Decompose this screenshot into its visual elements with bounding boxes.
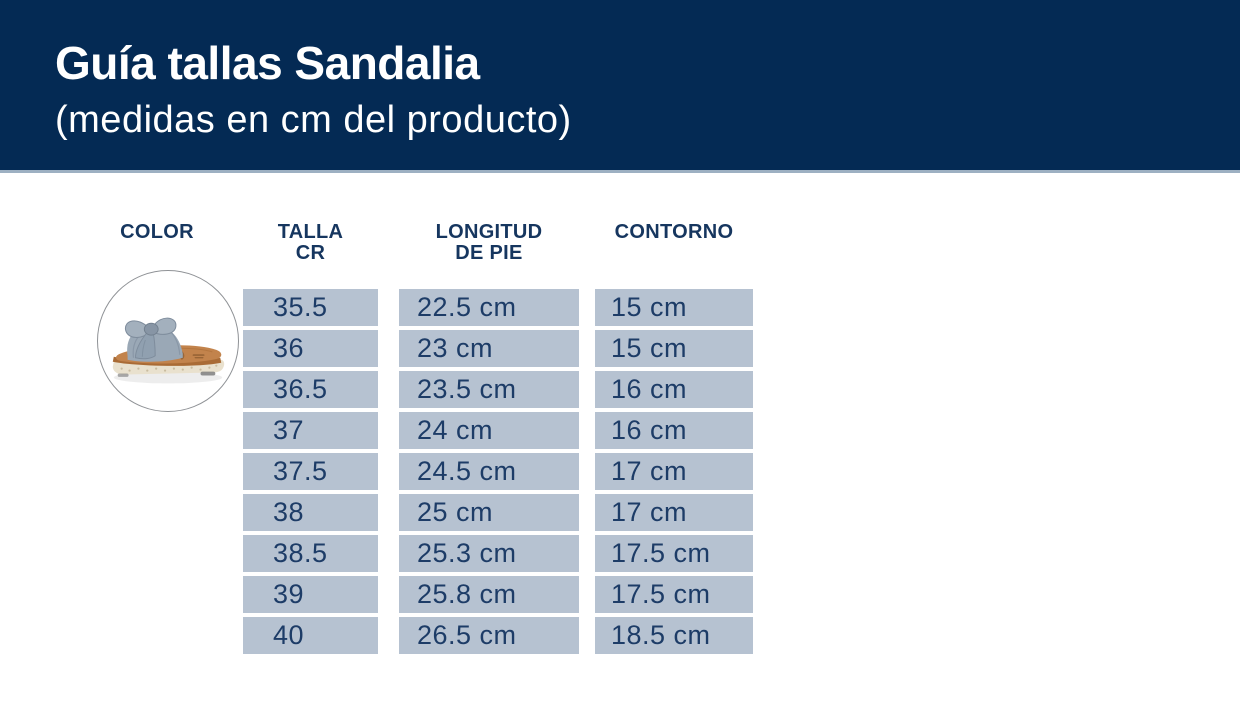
page-subtitle: (medidas en cm del producto): [55, 99, 572, 141]
column-header-longitud-line2: DE PIE: [455, 242, 523, 264]
table-cell-talla: 37: [243, 412, 378, 449]
column-header-talla: TALLA CR: [243, 222, 378, 264]
table-cell-talla: 38: [243, 494, 378, 531]
table-column-contorno: 15 cm 15 cm 16 cm 16 cm 17 cm 17 cm 17.5…: [595, 289, 753, 658]
table-cell-longitud: 23.5 cm: [399, 371, 579, 408]
column-header-contorno: CONTORNO: [595, 222, 753, 243]
table-cell-talla: 37.5: [243, 453, 378, 490]
table-cell-talla: 39: [243, 576, 378, 613]
table-cell-contorno: 16 cm: [595, 371, 753, 408]
table-column-longitud: 22.5 cm 23 cm 23.5 cm 24 cm 24.5 cm 25 c…: [399, 289, 579, 658]
table-cell-talla: 36: [243, 330, 378, 367]
table-cell-talla: 40: [243, 617, 378, 654]
table-column-talla: 35.5 36 36.5 37 37.5 38 38.5 39 40: [243, 289, 378, 658]
header-band: Guía tallas Sandalia (medidas en cm del …: [0, 0, 1240, 173]
table-cell-longitud: 22.5 cm: [399, 289, 579, 326]
sandal-illustration: [112, 317, 225, 384]
table-cell-talla: 38.5: [243, 535, 378, 572]
column-header-talla-line1: TALLA: [277, 221, 344, 243]
table-cell-contorno: 17 cm: [595, 494, 753, 531]
table-cell-longitud: 25 cm: [399, 494, 579, 531]
table-cell-contorno: 15 cm: [595, 289, 753, 326]
table-cell-longitud: 26.5 cm: [399, 617, 579, 654]
page-title: Guía tallas Sandalia: [55, 37, 480, 89]
table-cell-longitud: 23 cm: [399, 330, 579, 367]
table-cell-contorno: 18.5 cm: [595, 617, 753, 654]
table-cell-longitud: 24.5 cm: [399, 453, 579, 490]
table-cell-contorno: 15 cm: [595, 330, 753, 367]
column-header-longitud: LONGITUD DE PIE: [399, 222, 579, 264]
table-cell-longitud: 24 cm: [399, 412, 579, 449]
table-cell-contorno: 17.5 cm: [595, 535, 753, 572]
table-cell-contorno: 17 cm: [595, 453, 753, 490]
table-cell-talla: 35.5: [243, 289, 378, 326]
table-cell-talla: 36.5: [243, 371, 378, 408]
table-cell-contorno: 17.5 cm: [595, 576, 753, 613]
column-header-color-label: COLOR: [120, 221, 194, 243]
column-header-talla-line2: CR: [295, 242, 326, 264]
column-header-color: COLOR: [97, 222, 217, 243]
table-cell-contorno: 16 cm: [595, 412, 753, 449]
column-header-longitud-line1: LONGITUD: [435, 221, 543, 243]
product-image-circle: [97, 270, 239, 412]
table-cell-longitud: 25.3 cm: [399, 535, 579, 572]
table-cell-longitud: 25.8 cm: [399, 576, 579, 613]
column-header-contorno-label: CONTORNO: [614, 221, 734, 243]
